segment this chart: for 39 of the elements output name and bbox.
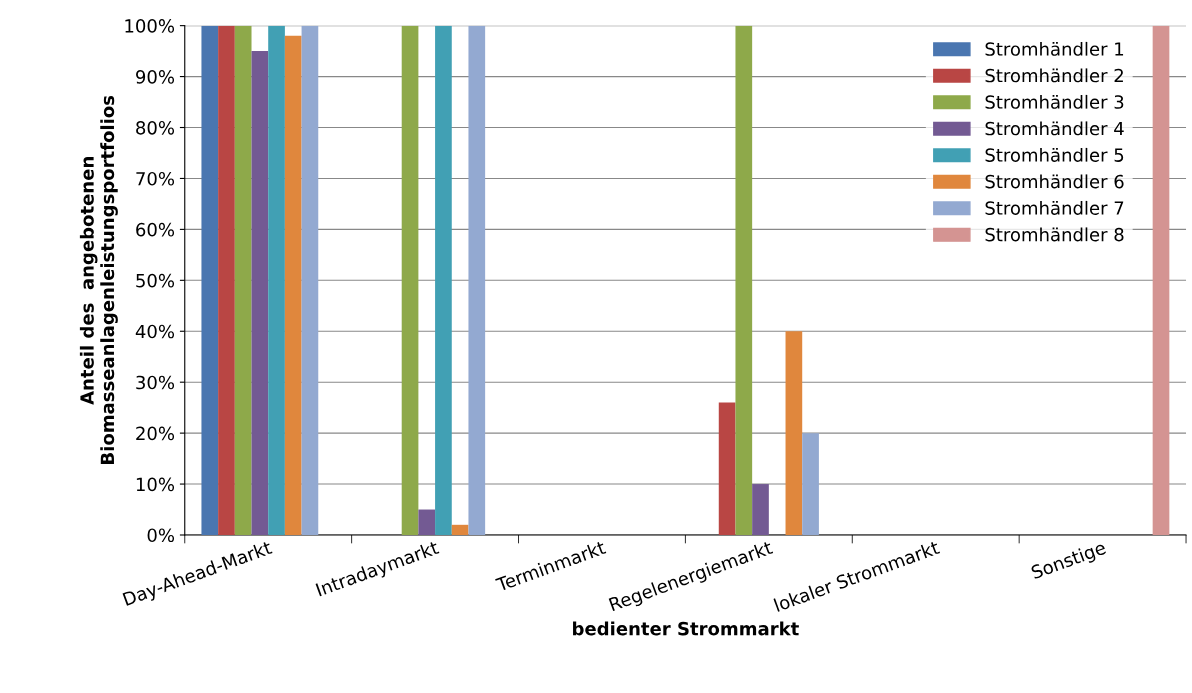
bar [451, 524, 469, 535]
bar [418, 509, 436, 535]
legend-label: Stromhändler 4 [985, 121, 1124, 136]
y-tick-label: 80% [136, 120, 175, 135]
y-tick-label: 90% [136, 70, 175, 84]
legend-label: Stromhändler 2 [985, 68, 1123, 83]
bar [735, 25, 753, 535]
bar [718, 402, 736, 535]
y-tick-label: 30% [136, 375, 175, 390]
bar [802, 433, 819, 535]
y-tick-label: 60% [136, 222, 175, 237]
x-axis-title: bedienter Strommarkt [573, 621, 799, 636]
bar [251, 51, 269, 535]
y-tick-label: 0% [147, 528, 175, 543]
y-tick-label: 40% [135, 324, 175, 339]
bar [284, 35, 302, 535]
bar [218, 25, 235, 535]
y-tick-label: 100% [125, 19, 175, 33]
y-tick-label: 50% [136, 273, 175, 288]
bar [268, 25, 285, 535]
legend-label: Stromhändler 7 [985, 200, 1124, 215]
legend-label: Stromhändler 5 [985, 147, 1124, 162]
y-tick-label: 20% [136, 426, 175, 441]
bar [435, 25, 452, 535]
y-axis-title: Anteil des angebotenen Biomasseanlagenleistungsportfolios [79, 95, 118, 464]
bar [785, 331, 803, 535]
bar [468, 25, 486, 535]
bar [1152, 25, 1170, 535]
y-tick-label: 70% [136, 171, 175, 186]
legend-label: Stromhändler 1 [985, 41, 1124, 56]
bar [201, 25, 219, 535]
legend-label: Stromhändler 8 [985, 227, 1124, 242]
legend-label: Stromhändler 3 [985, 94, 1124, 109]
bar [752, 484, 769, 535]
legend-label: Stromhändler 6 [985, 174, 1124, 189]
y-tick-label: 10% [136, 477, 175, 492]
bar [301, 25, 319, 535]
bar [234, 25, 252, 535]
bar [401, 25, 419, 535]
